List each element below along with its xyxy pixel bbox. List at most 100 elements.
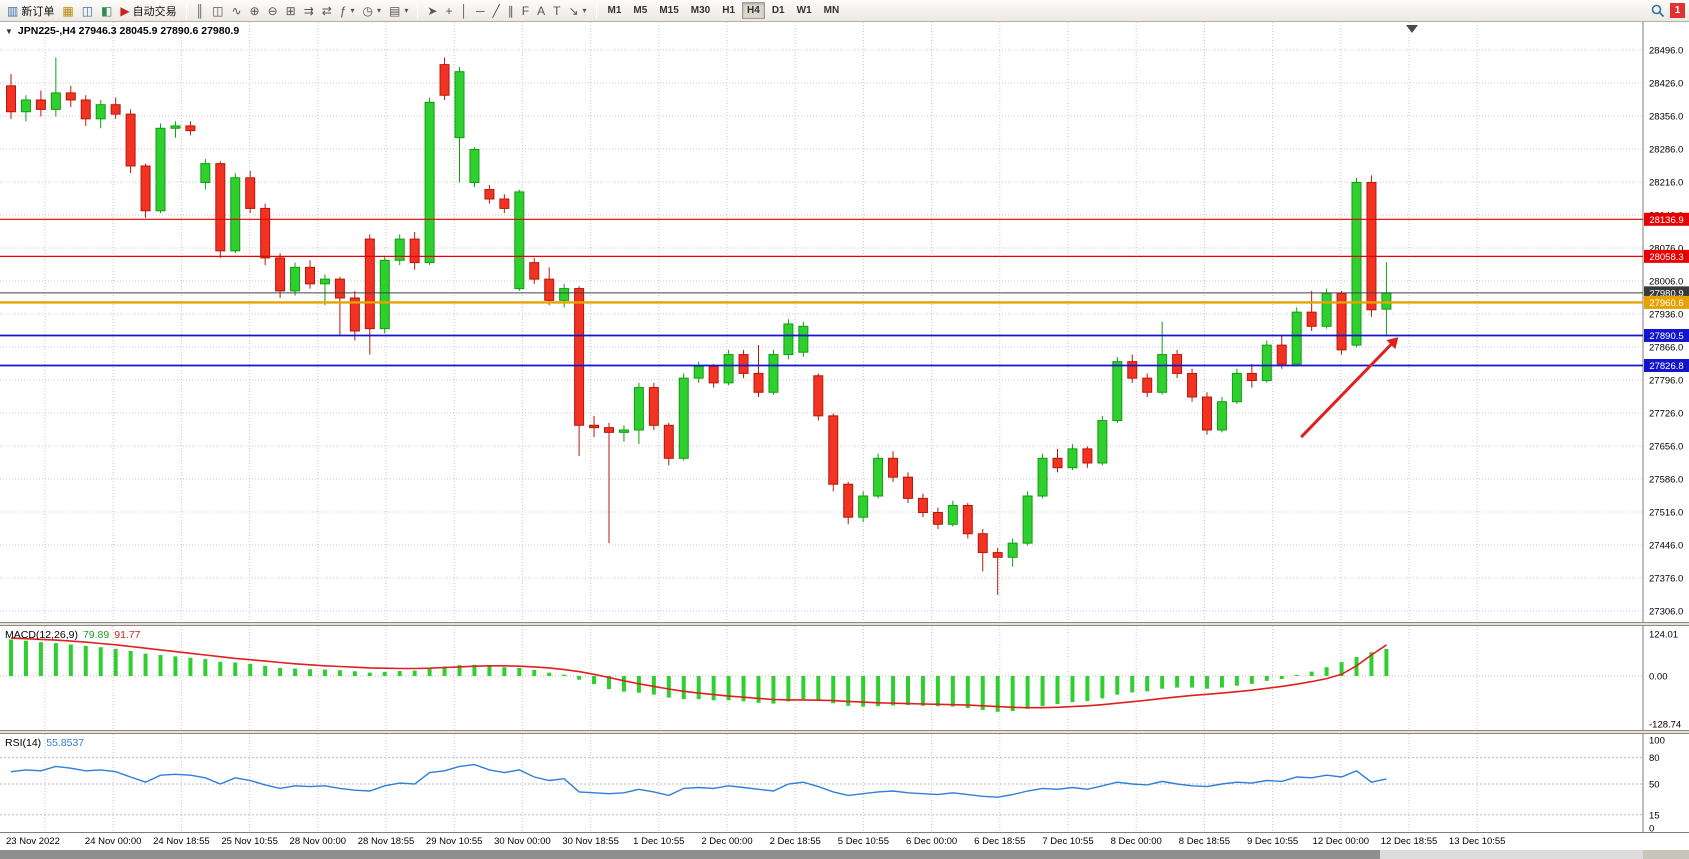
periods-dropdown-icon[interactable]: ▾ — [377, 6, 382, 15]
chart-window-button[interactable]: ▦ — [58, 1, 77, 20]
scrollbar-thumb[interactable] — [0, 850, 1380, 859]
new-order-button[interactable]: ▥ 新订单 — [3, 1, 58, 20]
search-icon[interactable] — [1651, 4, 1665, 18]
templates-dropdown-icon[interactable]: ▾ — [404, 6, 409, 15]
candle-body — [319, 278, 330, 285]
candle-body — [693, 365, 704, 379]
crosshair-button[interactable]: + — [441, 1, 456, 20]
templates-button[interactable]: ▤ ▾ — [385, 1, 412, 20]
text-label-button[interactable]: T — [549, 1, 564, 20]
annotation-arrow[interactable] — [1300, 342, 1394, 439]
macd-histogram-bar — [98, 647, 103, 676]
time-label: 8 Dec 18:55 — [1178, 836, 1231, 847]
time-label: 29 Nov 10:55 — [425, 836, 483, 847]
candle-body — [394, 238, 405, 261]
pivot-price-badge — [1644, 295, 1689, 309]
auto-scroll-button[interactable]: ⇉ — [300, 1, 318, 20]
macd-panel[interactable]: 124.01 0.00 -128.74 — [0, 626, 1689, 730]
main-price-chart[interactable]: 28496.028426.028356.028286.028216.028146… — [0, 22, 1689, 622]
chart-shift-marker[interactable] — [1406, 25, 1418, 33]
candle-body — [364, 238, 375, 330]
candle-body — [349, 297, 360, 332]
notification-badge[interactable]: 1 — [1670, 3, 1685, 18]
arrows-button[interactable]: ↘ ▾ — [564, 1, 590, 20]
auto-trading-button[interactable]: ▶ 自动交易 — [116, 1, 180, 20]
timeframe-button-h4[interactable]: H4 — [742, 2, 765, 19]
arrows-dropdown-icon[interactable]: ▾ — [582, 6, 587, 15]
candle-body — [95, 104, 106, 120]
price-tick-label: 27586.0 — [1649, 475, 1683, 486]
line-chart-type-button[interactable]: ∿ — [227, 1, 245, 20]
toolbar-group-charts: ║ ◫ ∿ ⊕ ⊖ ⊞ ⇉ ⇄ ƒ ▾ ◷ ▾ ▤ ▾ — [192, 1, 413, 20]
time-label: 6 Dec 18:55 — [974, 836, 1026, 847]
candle-body — [903, 476, 913, 499]
auto-trading-label: 自动交易 — [132, 5, 177, 18]
timeframe-button-d1[interactable]: D1 — [771, 5, 785, 16]
macd-indicator-label: MACD(12,26,9) 79.89 91.77 — [5, 629, 141, 641]
chart-shift-button[interactable]: ⇄ — [318, 1, 336, 20]
indicators-dropdown-icon[interactable]: ▾ — [350, 6, 355, 15]
candle-body — [873, 457, 884, 497]
zoom-in-button[interactable]: ⊕ — [246, 1, 264, 20]
chart-window[interactable]: 28496.028426.028356.028286.028216.028146… — [0, 22, 1689, 859]
macd-histogram-bar — [1160, 676, 1165, 689]
macd-histogram-bar — [158, 655, 163, 676]
macd-histogram-bar — [1264, 676, 1269, 681]
toolbar-separator — [417, 2, 419, 19]
text-button[interactable]: A — [533, 1, 549, 20]
timeframe-button-h1[interactable]: H1 — [722, 5, 736, 16]
time-label: 2 Dec 00:00 — [701, 836, 753, 847]
macd-histogram-bar — [442, 666, 447, 676]
panel-divider[interactable] — [0, 622, 1689, 626]
macd-histogram-bar — [1010, 676, 1015, 712]
profiles-button[interactable]: ◫ — [78, 1, 97, 20]
channel-button[interactable]: ∥ — [504, 1, 518, 20]
macd-histogram-bar — [278, 667, 283, 676]
macd-histogram-bar — [592, 676, 597, 685]
zoom-out-button[interactable]: ⊖ — [264, 1, 282, 20]
candle-body — [1112, 361, 1123, 422]
fibonacci-button[interactable]: F — [518, 1, 533, 20]
horizontal-scrollbar[interactable] — [0, 850, 1689, 859]
support-2-price-badge — [1644, 359, 1689, 373]
horizontal-line-button[interactable]: ─ — [472, 1, 489, 20]
chart-window-icon: ▦ — [62, 3, 74, 18]
tile-windows-button[interactable]: ⊞ — [282, 1, 300, 20]
candles-chart-type-button[interactable]: ◫ — [208, 1, 227, 20]
candle-body — [454, 71, 465, 139]
toolbar-group-timeframes: M1 M5 M15 M30 H1 H4 D1 W1 MN — [602, 2, 846, 19]
timeframe-button-m15[interactable]: M15 — [659, 5, 679, 16]
price-tick-label: 27516.0 — [1649, 508, 1683, 519]
candle-body — [1172, 354, 1183, 374]
trendline-button[interactable]: ╱ — [489, 1, 504, 20]
time-label: 9 Dec 10:55 — [1246, 836, 1299, 847]
indicators-button[interactable]: ƒ ▾ — [336, 1, 359, 20]
cursor-button[interactable]: ➤ — [423, 1, 441, 20]
candle-body — [723, 354, 734, 384]
timeframe-button-m30[interactable]: M30 — [690, 5, 711, 16]
macd-histogram-bar — [726, 676, 731, 701]
timeframe-button-m1[interactable]: M1 — [607, 5, 622, 16]
one-click-trading-toggle-icon[interactable]: ▼ — [5, 26, 13, 36]
timeframe-button-mn[interactable]: MN — [823, 5, 840, 16]
macd-histogram-bar — [1100, 676, 1105, 699]
vertical-line-button[interactable]: │ — [456, 1, 472, 20]
macd-histogram-bar — [23, 640, 28, 676]
panel-divider[interactable] — [0, 730, 1689, 734]
bars-chart-type-button[interactable]: ║ — [192, 1, 209, 20]
candle-body — [469, 148, 480, 183]
timeframe-button-w1[interactable]: W1 — [796, 5, 812, 16]
periods-button[interactable]: ◷ ▾ — [359, 1, 386, 20]
candle-body — [962, 504, 973, 535]
timeframe-button-m5[interactable]: M5 — [633, 5, 648, 16]
market-watch-button[interactable]: ◧ — [97, 1, 116, 20]
chart-shift-icon: ⇄ — [321, 3, 332, 18]
macd-histogram-bar — [1249, 676, 1254, 684]
candle-body — [544, 278, 555, 301]
market-watch-icon: ◧ — [101, 3, 113, 18]
candle-body — [1142, 377, 1153, 393]
time-axis[interactable]: 23 Nov 2022 24 Nov 00:00 24 Nov 18:55 25 No… — [0, 832, 1689, 850]
macd-histogram-bar — [547, 672, 552, 676]
rsi-panel[interactable]: 100 80 50 15 0 — [0, 734, 1689, 832]
macd-histogram-bar — [1175, 676, 1180, 688]
